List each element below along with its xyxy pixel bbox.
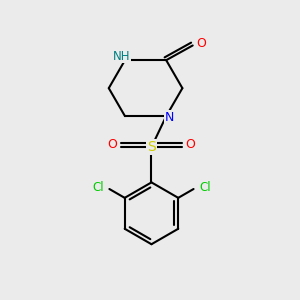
- Text: O: O: [196, 37, 206, 50]
- Text: S: S: [147, 140, 156, 154]
- Text: O: O: [107, 138, 117, 151]
- Text: N: N: [165, 111, 174, 124]
- Text: Cl: Cl: [92, 181, 104, 194]
- Text: NH: NH: [113, 50, 130, 63]
- Text: O: O: [186, 138, 196, 151]
- Text: Cl: Cl: [199, 181, 211, 194]
